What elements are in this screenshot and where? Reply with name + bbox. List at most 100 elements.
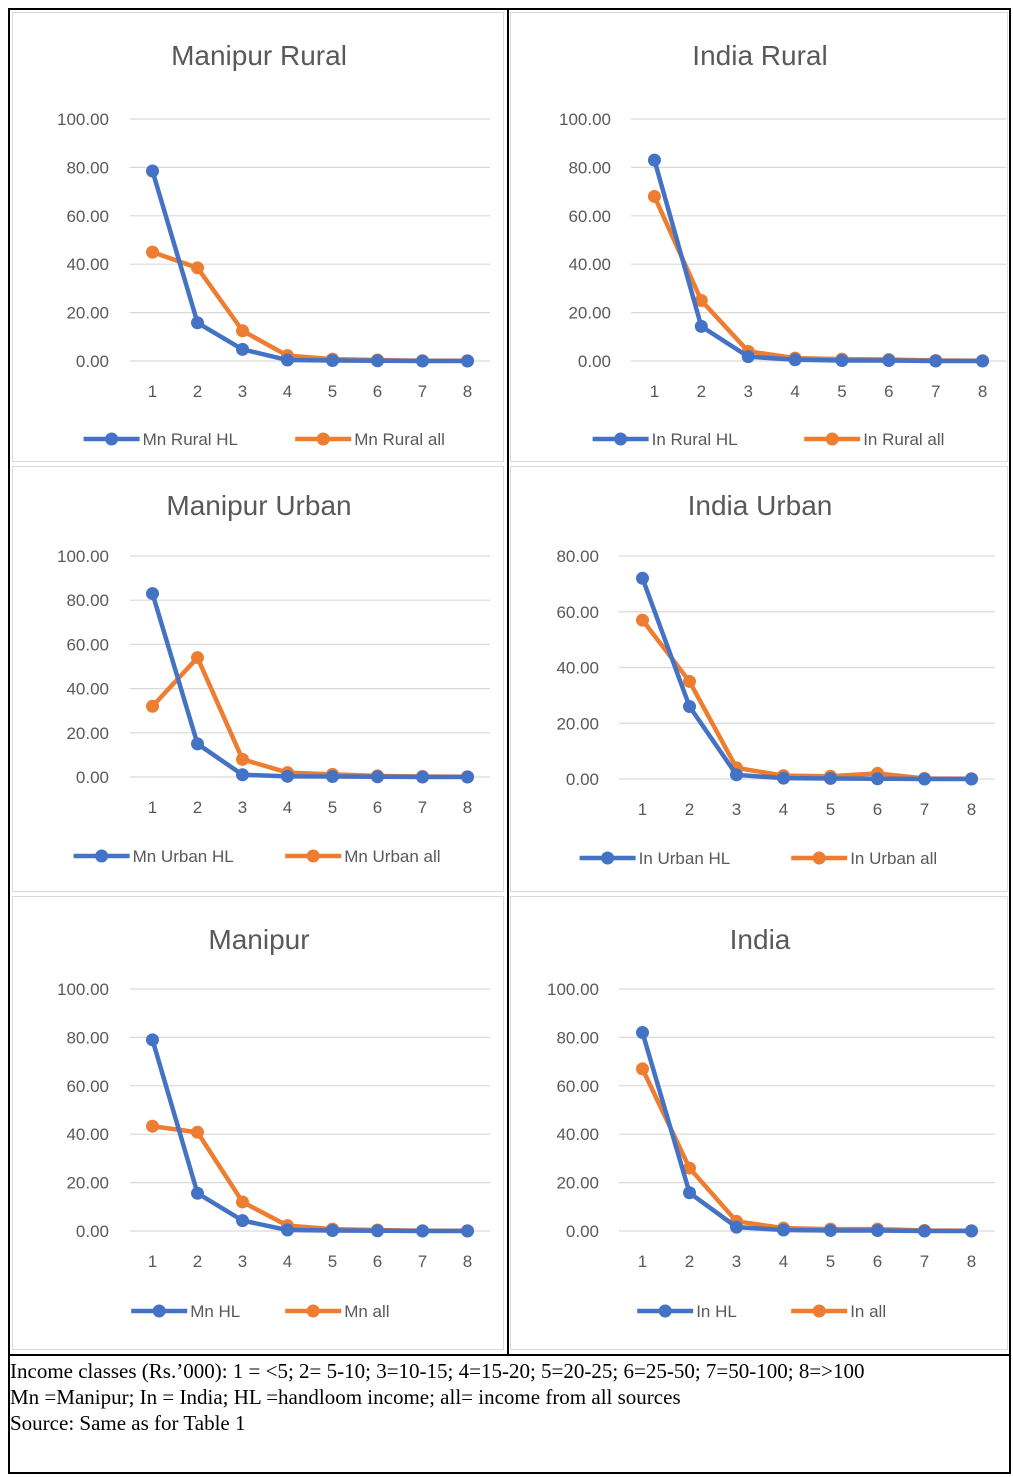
data-point: [871, 772, 884, 786]
chart-panel-india: India 0.00 20.00 40.00 60.00 80.00 100.00 1 2 3 4 5…: [510, 896, 1008, 1350]
data-point: [461, 1224, 474, 1238]
data-point: [777, 1223, 790, 1237]
legend-item-all: Mn all: [285, 1302, 390, 1321]
series-line-hl: [150, 1037, 470, 1234]
y-tick-label: 40.00: [66, 255, 109, 274]
data-point: [326, 354, 339, 368]
legend-label: In Urban all: [850, 849, 937, 868]
x-tick-label: 4: [790, 382, 799, 401]
chart-manipur-urban: Manipur Urban 0.00 20.00 40.00 60.00 80.00 100…: [57, 490, 490, 866]
x-tick-label: 7: [418, 382, 427, 401]
data-point: [236, 342, 249, 356]
chart-panel-india-rural: India Rural 0.00 20.00 40.00 60.00 80.00 100.0…: [510, 12, 1008, 462]
y-tick-label: 100.00: [559, 110, 611, 129]
x-tick-label: 2: [685, 1252, 694, 1271]
x-tick-label: 8: [967, 1252, 976, 1271]
chart-title: India: [730, 924, 791, 955]
x-tick-label: 1: [148, 382, 157, 401]
x-tick-label: 7: [418, 1252, 427, 1271]
chart-india-rural: India Rural 0.00 20.00 40.00 60.00 80.00 100.0…: [559, 40, 1006, 449]
y-tick-label: 20.00: [568, 304, 611, 323]
legend-label: Mn Rural all: [354, 430, 445, 449]
data-point: [146, 1033, 159, 1047]
x-tick-label: 5: [328, 1252, 337, 1271]
legend-item-hl: In HL: [637, 1302, 737, 1321]
data-point: [730, 768, 743, 782]
data-point: [146, 245, 159, 259]
data-point: [824, 1224, 837, 1238]
data-point: [191, 737, 204, 751]
x-tick-label: 5: [826, 1252, 835, 1271]
data-point: [236, 752, 249, 766]
y-tick-label: 100.00: [57, 980, 109, 999]
data-point: [788, 353, 802, 367]
legend-swatch-marker: [316, 432, 330, 446]
data-point: [416, 1224, 429, 1238]
data-point: [683, 1186, 696, 1200]
x-tick-label: 3: [743, 382, 752, 401]
y-tick-label: 60.00: [568, 207, 611, 226]
data-point: [636, 1026, 649, 1040]
data-point: [191, 651, 204, 665]
chart-india: India 0.00 20.00 40.00 60.00 80.00 100.00 1 2 3 4 5…: [547, 924, 995, 1321]
y-tick-label: 80.00: [556, 547, 599, 566]
series-line-all: [640, 1066, 974, 1234]
data-point: [929, 354, 943, 368]
x-tick-label: 3: [732, 800, 741, 819]
figure-frame: [8, 8, 1011, 1474]
chart-panel-manipur-urban: Manipur Urban 0.00 20.00 40.00 60.00 80.00 100…: [12, 466, 504, 892]
data-point: [741, 350, 755, 364]
legend-item-hl: Mn Urban HL: [73, 847, 234, 866]
legend-swatch-marker: [601, 851, 615, 865]
legend-label: Mn Urban HL: [133, 847, 234, 866]
y-tick-label: 80.00: [66, 591, 109, 610]
data-point: [636, 571, 649, 585]
chart-panel-india-urban: India Urban 0.00 20.00 40.00 60.00 80.00 1 2 3 4 5…: [510, 466, 1008, 892]
legend-label: In all: [850, 1302, 886, 1321]
legend-item-hl: In Urban HL: [579, 849, 730, 868]
data-point: [281, 769, 294, 783]
x-tick-label: 5: [328, 798, 337, 817]
chart-panel-manipur-rural: Manipur Rural 0.00 20.00 40.00 60.00 80.00 100…: [12, 12, 504, 462]
data-point: [146, 164, 159, 178]
y-tick-label: 40.00: [568, 255, 611, 274]
x-tick-label: 8: [463, 1252, 472, 1271]
y-tick-label: 40.00: [66, 1125, 109, 1144]
source-note: Source: Same as for Table 1: [10, 1411, 246, 1435]
data-point: [882, 354, 896, 368]
x-tick-label: 3: [732, 1252, 741, 1271]
x-tick-label: 4: [779, 800, 788, 819]
x-tick-label: 2: [193, 1252, 202, 1271]
data-point: [146, 1119, 159, 1133]
x-tick-label: 1: [638, 1252, 647, 1271]
y-tick-label: 60.00: [556, 603, 599, 622]
legend-swatch-marker: [825, 432, 839, 446]
data-point: [236, 324, 249, 338]
abbreviations-note: Mn =Manipur; In = India; HL =handloom in…: [10, 1385, 681, 1409]
x-tick-label: 4: [283, 798, 292, 817]
legend-label: In HL: [696, 1302, 737, 1321]
x-tick-label: 6: [884, 382, 893, 401]
data-point: [777, 771, 790, 785]
data-point: [636, 1062, 649, 1076]
x-tick-label: 6: [373, 1252, 382, 1271]
y-tick-label: 20.00: [66, 1174, 109, 1193]
data-point: [835, 354, 849, 368]
data-point: [371, 1224, 384, 1238]
y-tick-label: 40.00: [66, 680, 109, 699]
data-point: [730, 1220, 743, 1234]
x-tick-label: 2: [193, 798, 202, 817]
y-tick-label: 0.00: [76, 352, 109, 371]
column-divider: [507, 8, 509, 1354]
data-point: [683, 700, 696, 714]
data-point: [871, 1224, 884, 1238]
x-tick-label: 8: [978, 382, 987, 401]
series-line-hl: [150, 168, 470, 364]
chart-title: Manipur: [208, 924, 309, 955]
x-tick-label: 6: [873, 800, 882, 819]
data-point: [918, 772, 931, 786]
data-point: [236, 768, 249, 782]
series-line-hl: [150, 591, 470, 780]
y-tick-label: 20.00: [66, 304, 109, 323]
x-tick-label: 6: [373, 382, 382, 401]
